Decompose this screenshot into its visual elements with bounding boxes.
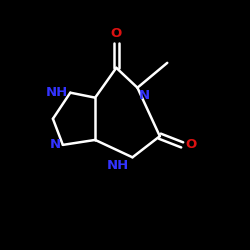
Text: N: N bbox=[50, 138, 61, 151]
Text: NH: NH bbox=[106, 159, 129, 172]
Text: O: O bbox=[111, 28, 122, 40]
Text: NH: NH bbox=[46, 86, 68, 99]
Text: O: O bbox=[185, 138, 196, 151]
Text: N: N bbox=[139, 89, 150, 102]
